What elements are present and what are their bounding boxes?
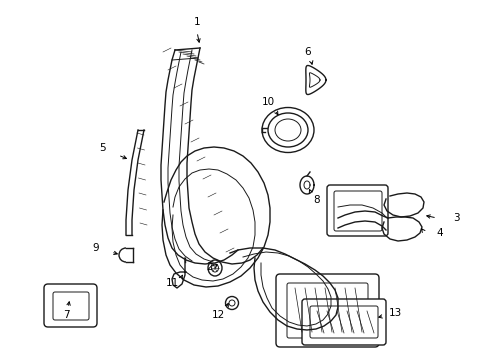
Ellipse shape — [228, 300, 235, 306]
FancyBboxPatch shape — [53, 292, 89, 320]
Text: 12: 12 — [211, 310, 224, 320]
Text: 10: 10 — [261, 97, 274, 107]
Text: 11: 11 — [165, 278, 178, 288]
Text: 7: 7 — [62, 310, 69, 320]
FancyBboxPatch shape — [326, 185, 387, 236]
Text: 6: 6 — [304, 47, 311, 57]
Ellipse shape — [207, 260, 222, 276]
FancyBboxPatch shape — [333, 191, 381, 231]
Ellipse shape — [274, 119, 301, 141]
Text: 1: 1 — [193, 17, 200, 27]
Text: 3: 3 — [452, 213, 458, 223]
Text: 9: 9 — [93, 243, 99, 253]
Text: 13: 13 — [387, 308, 401, 318]
FancyBboxPatch shape — [309, 306, 377, 338]
Ellipse shape — [262, 108, 313, 153]
Ellipse shape — [225, 297, 238, 310]
FancyBboxPatch shape — [302, 299, 385, 345]
Text: 5: 5 — [100, 143, 106, 153]
Ellipse shape — [267, 113, 307, 147]
Text: 8: 8 — [313, 195, 320, 205]
FancyBboxPatch shape — [286, 283, 367, 338]
Ellipse shape — [211, 264, 218, 272]
Text: 2: 2 — [206, 262, 213, 272]
FancyBboxPatch shape — [275, 274, 378, 347]
FancyBboxPatch shape — [44, 284, 97, 327]
Text: 4: 4 — [436, 228, 443, 238]
